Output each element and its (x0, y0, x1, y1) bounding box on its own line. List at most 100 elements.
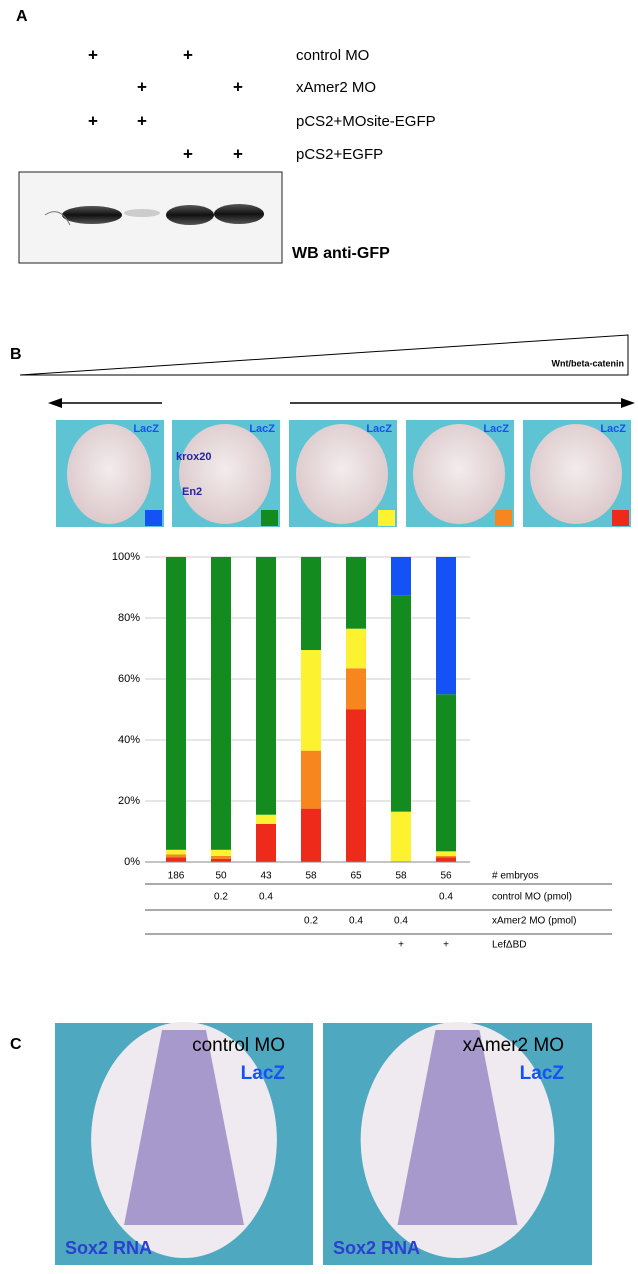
bar-segment (391, 811, 411, 862)
table-cell: 0.4 (259, 892, 273, 903)
probe-label: Sox2 RNA (333, 1238, 420, 1258)
lane-mark: + (88, 111, 98, 130)
marker-label: En2 (182, 486, 202, 498)
count-label: 186 (168, 871, 185, 882)
bar-segment (301, 650, 321, 751)
bar-segment (391, 557, 411, 596)
count-label: 58 (305, 871, 317, 882)
bar-segment (301, 557, 321, 651)
bar-segment (166, 849, 186, 855)
bar-segment (436, 855, 456, 858)
panel-label: A (16, 8, 28, 25)
phenotype-swatch (261, 510, 278, 526)
band (214, 204, 264, 224)
bar-segment (256, 823, 276, 862)
lane-mark: + (137, 77, 147, 96)
phenotype-swatch (495, 510, 512, 526)
bar-segment (211, 858, 231, 862)
count-label: 65 (350, 871, 362, 882)
lane-mark: + (183, 144, 193, 163)
stain-label: LacZ (520, 1063, 565, 1084)
bar-segment (301, 808, 321, 862)
stain-label: LacZ (366, 423, 392, 435)
smear (44, 211, 71, 226)
bar-segment (436, 557, 456, 695)
table-row-label: LefΔBD (492, 940, 526, 951)
y-tick-label: 60% (118, 673, 140, 685)
table-cell: 0.4 (349, 916, 363, 927)
lane-grid: control MO + + xAmer2 MO + + pCS2+MOsite-EGFP +… (88, 45, 436, 163)
stain-label: LacZ (133, 423, 159, 435)
embryo-images: LacZ LacZ LacZ LacZ LacZ krox20 En2 (56, 420, 631, 527)
bar-segment (436, 851, 456, 856)
phenotype-swatch (145, 510, 162, 526)
phenotype-swatch (378, 510, 395, 526)
sox2-stain (397, 1030, 518, 1225)
band (62, 206, 122, 224)
count-label: 58 (395, 871, 407, 882)
lane-mark: + (183, 45, 193, 64)
panel-c-images: control MO LacZ Sox2 RNA xAmer2 MO LacZ Sox2 … (55, 1022, 592, 1265)
bar-segment (256, 557, 276, 815)
bar-segment (346, 557, 366, 629)
count-row-label: # embryos (492, 871, 539, 882)
bar-segment (256, 814, 276, 824)
bar-segment (436, 857, 456, 862)
lane-mark: + (233, 77, 243, 96)
arrowhead (621, 398, 635, 408)
bar-segment (301, 750, 321, 809)
table-cell: 0.2 (214, 892, 228, 903)
panel-label: C (10, 1036, 22, 1053)
embryo (67, 424, 151, 524)
bar-segment (166, 854, 186, 858)
y-tick-label: 40% (118, 734, 140, 746)
arrowhead (48, 398, 62, 408)
chart: 0% 20% 40% 60% 80% 100% 186 50 43 58 65 58 56 # embry… (112, 551, 612, 951)
embryo (530, 424, 622, 524)
table-cell: + (398, 940, 404, 951)
lane-mark: + (233, 144, 243, 163)
table-cell: 0.4 (394, 916, 408, 927)
table-row-label: control MO (pmol) (492, 892, 572, 903)
count-label: 43 (260, 871, 272, 882)
bar-segment (211, 849, 231, 856)
bar-segment (391, 595, 411, 812)
bar-segment (436, 694, 456, 852)
y-tick-label: 100% (112, 551, 140, 563)
bar-segment (346, 668, 366, 710)
bar-segment (211, 557, 231, 850)
row-label: control MO (296, 47, 369, 64)
y-tick-label: 80% (118, 612, 140, 624)
row-label: pCS2+EGFP (296, 146, 383, 163)
marker-label: krox20 (176, 451, 211, 463)
condition-label: control MO (192, 1035, 285, 1056)
condition-label: xAmer2 MO (463, 1035, 564, 1056)
stain-label: LacZ (241, 1063, 286, 1084)
probe-label: Sox2 RNA (65, 1238, 152, 1258)
bar-segment (346, 709, 366, 862)
table-cell: + (443, 940, 449, 951)
count-label: 56 (440, 871, 452, 882)
count-label: 50 (215, 871, 227, 882)
table-cell: 0.2 (304, 916, 318, 927)
stain-label: LacZ (600, 423, 626, 435)
blot-label: WB anti-GFP (292, 245, 390, 262)
lane-mark: + (137, 111, 147, 130)
table-row-label: xAmer2 MO (pmol) (492, 916, 576, 927)
panel-label: B (10, 346, 22, 363)
gradient-wedge (19, 334, 629, 376)
stain-label: LacZ (483, 423, 509, 435)
gradient-label: Wnt/beta-catenin (551, 358, 624, 368)
band (166, 205, 214, 225)
lane-mark: + (88, 45, 98, 64)
row-label: pCS2+MOsite-EGFP (296, 113, 436, 130)
row-label: xAmer2 MO (296, 79, 376, 96)
bar-segment (166, 857, 186, 862)
embryo (296, 424, 388, 524)
bar-segment (211, 855, 231, 859)
stain-label: LacZ (249, 423, 275, 435)
phenotype-swatch (612, 510, 629, 526)
y-tick-label: 20% (118, 795, 140, 807)
